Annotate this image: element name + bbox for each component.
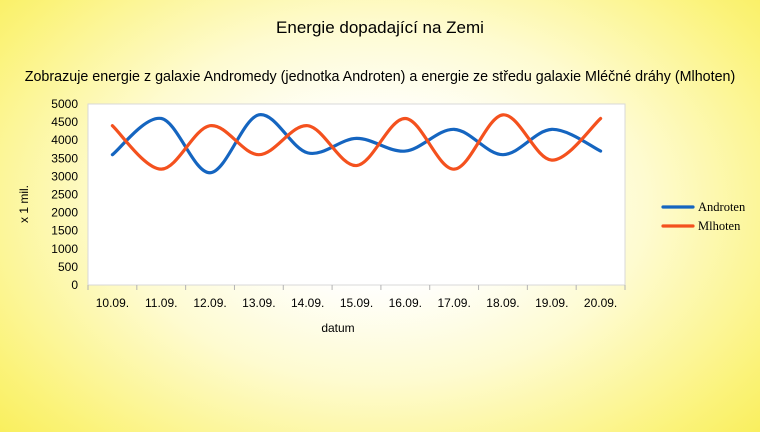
x-tick-label: 11.09. (145, 296, 177, 310)
chart-title: Energie dopadající na Zemi (276, 18, 484, 37)
y-tick-label: 3500 (51, 151, 78, 165)
x-tick-label: 14.09. (291, 296, 324, 310)
y-tick-label: 500 (58, 260, 78, 274)
x-tick-marks (87, 285, 626, 290)
y-tick-label: 2000 (51, 206, 78, 220)
x-tick-label: 16.09. (389, 296, 422, 310)
x-tick-label: 13.09. (242, 296, 275, 310)
y-axis-label: x 1 mil. (17, 185, 31, 223)
x-tick-label: 15.09. (340, 296, 373, 310)
legend: Androten Mlhoten (661, 200, 746, 233)
y-tick-label: 1500 (51, 224, 78, 238)
x-tick-label: 17.09. (437, 296, 470, 310)
y-tick-label: 4500 (51, 115, 78, 129)
y-tick-label: 3000 (51, 169, 78, 183)
x-tick-label: 18.09. (486, 296, 519, 310)
series-line-mlhoten (110, 113, 603, 171)
y-tick-labels: 0 500 1000 1500 2000 2500 3000 3500 4000 4500 5000 (51, 97, 78, 292)
x-tick-label: 20.09. (584, 296, 617, 310)
x-tick-labels: 10.09. 11.09. 12.09. 13.09. 14.09. 15.09. 16.0… (96, 296, 618, 310)
legend-label-androten: Androten (698, 200, 746, 214)
y-tick-label: 0 (71, 278, 78, 292)
x-tick-label: 19.09. (535, 296, 568, 310)
x-tick-label: 10.09. (96, 296, 129, 310)
x-tick-label: 12.09. (193, 296, 226, 310)
series-line-androten (110, 113, 603, 175)
y-tick-label: 1000 (51, 242, 78, 256)
y-tick-label: 2500 (51, 188, 78, 202)
series-lines (110, 113, 603, 175)
y-tick-label: 5000 (51, 97, 78, 111)
legend-label-mlhoten: Mlhoten (698, 219, 741, 233)
x-axis-label: datum (321, 321, 354, 335)
chart-subtitle: Zobrazuje energie z galaxie Andromedy (j… (24, 69, 736, 85)
y-tick-label: 4000 (51, 133, 78, 147)
